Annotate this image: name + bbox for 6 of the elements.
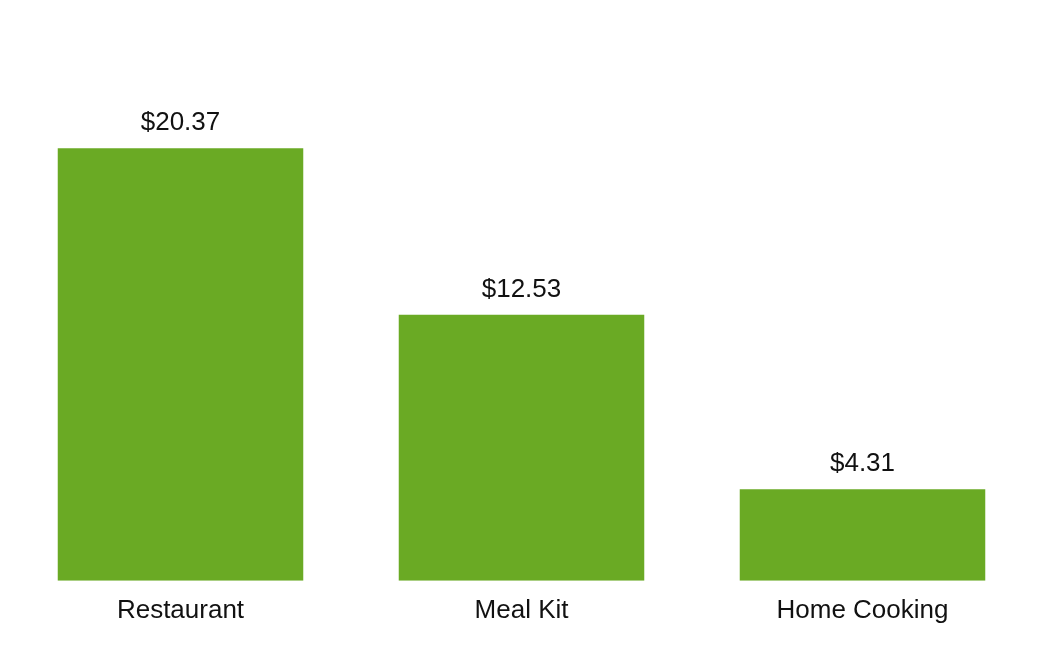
data-label: $12.53	[481, 272, 562, 303]
data-label: $20.37	[140, 106, 221, 137]
data-label: $4.31	[829, 447, 896, 478]
x-tick-label: Restaurant	[116, 593, 245, 624]
x-tick-label: Meal Kit	[474, 593, 570, 624]
x-tick-label: Home Cooking	[776, 593, 949, 624]
